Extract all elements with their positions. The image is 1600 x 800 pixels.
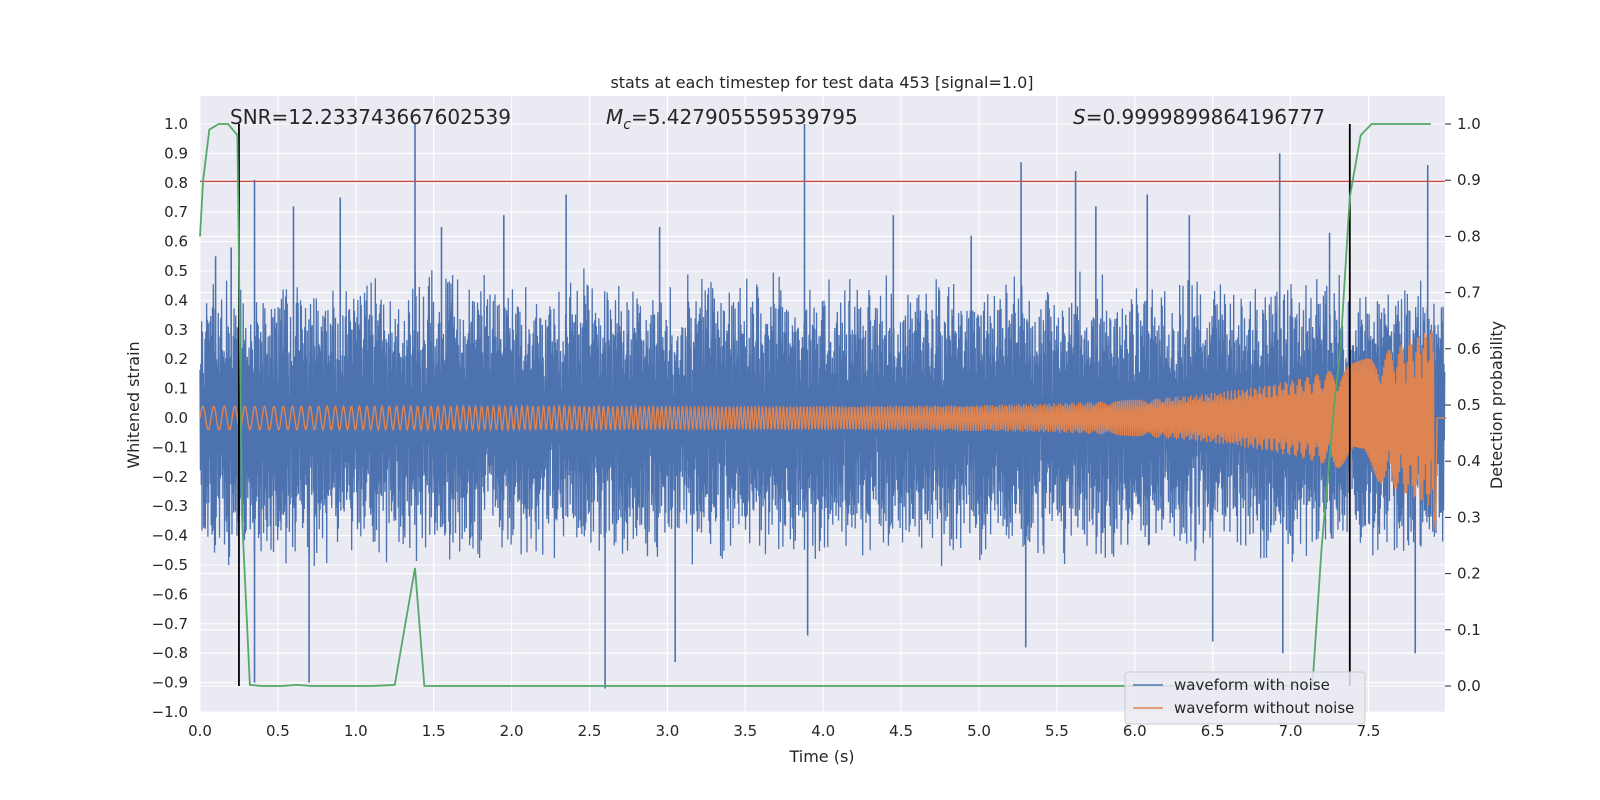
score-symbol: S xyxy=(1073,105,1086,129)
y-tick-label: −0.7 xyxy=(152,615,188,633)
x-tick-label: 0.5 xyxy=(266,722,290,740)
x-tick-label: 0.0 xyxy=(188,722,212,740)
snr-annotation: SNR=12.233743667602539 xyxy=(230,105,511,129)
tick-labels: 0.0 0.5 1.0 1.5 2.0 2.5 3.0 3.5 4.0 4.5 5.0 5.5 6.0 6… xyxy=(152,115,1481,740)
chirp-mass-subscript: c xyxy=(623,117,631,133)
y2-tick-label: 0.7 xyxy=(1457,284,1481,302)
y2-tick-label: 0.2 xyxy=(1457,565,1481,583)
chart-title: stats at each timestep for test data 453… xyxy=(610,73,1033,92)
x-tick-label: 1.5 xyxy=(422,722,446,740)
y2-tick-label: 0.3 xyxy=(1457,508,1481,526)
detection-probability-line xyxy=(199,123,1431,687)
chirp-mass-symbol: M xyxy=(606,105,623,129)
y-tick-label: −0.2 xyxy=(152,468,188,486)
y-tick-label: 0.7 xyxy=(164,203,188,221)
x-tick-label: 7.5 xyxy=(1357,722,1381,740)
x-tick-label: 5.5 xyxy=(1045,722,1069,740)
y2-tick-label: 0.9 xyxy=(1457,171,1481,189)
y-tick-label: −0.9 xyxy=(152,674,188,692)
y2-tick-label: 1.0 xyxy=(1457,115,1481,133)
y-tick-label: 0.8 xyxy=(164,174,188,192)
y2-tick-label: 0.0 xyxy=(1457,677,1481,695)
y-tick-label: 0.1 xyxy=(164,380,188,398)
x-tick-label: 7.0 xyxy=(1279,722,1303,740)
y-axis-title: Whitened strain xyxy=(124,341,143,468)
x-tick-label: 2.0 xyxy=(500,722,524,740)
x-tick-label: 6.0 xyxy=(1123,722,1147,740)
y-tick-label: −0.6 xyxy=(152,585,188,603)
chirp-mass-annotation: Mc=5.427905559539795 xyxy=(606,105,858,133)
noise-trace xyxy=(199,268,1446,567)
y-tick-label: 0.6 xyxy=(164,233,188,251)
y-tick-label: −0.8 xyxy=(152,644,188,662)
x-tick-label: 2.5 xyxy=(578,722,602,740)
y-tick-label: −0.4 xyxy=(152,527,188,545)
x-tick-label: 3.0 xyxy=(655,722,679,740)
legend-label-noise: waveform with noise xyxy=(1174,676,1330,694)
waveform-without-noise-series xyxy=(199,329,1447,530)
x-tick-label: 5.0 xyxy=(967,722,991,740)
y-tick-label: 0.2 xyxy=(164,350,188,368)
y-tick-label: −0.1 xyxy=(152,438,188,456)
y2-axis-title: Detection probability xyxy=(1487,321,1506,489)
legend-box xyxy=(1124,671,1366,725)
x-axis-title: Time (s) xyxy=(788,747,854,766)
y2-tick-label: 0.4 xyxy=(1457,452,1481,470)
score-annotation: S=0.9999899864196777 xyxy=(1073,105,1325,129)
y-tick-label: 1.0 xyxy=(164,115,188,133)
y-tick-label: −1.0 xyxy=(152,703,188,721)
y-tick-label: 0.3 xyxy=(164,321,188,339)
y-tick-label: −0.5 xyxy=(152,556,188,574)
overlay-marks xyxy=(199,123,1445,687)
x-tick-label: 4.0 xyxy=(811,722,835,740)
y-tick-label: 0.5 xyxy=(164,262,188,280)
x-tick-label: 6.5 xyxy=(1201,722,1225,740)
y-tick-label: −0.3 xyxy=(152,497,188,515)
clean-trace xyxy=(199,329,1447,530)
y-tick-label: 0.9 xyxy=(164,144,188,162)
y2-tick-label: 0.8 xyxy=(1457,227,1481,245)
x-tick-label: 3.5 xyxy=(733,722,757,740)
chirp-mass-value: =5.427905559539795 xyxy=(631,105,858,129)
x-tick-label: 1.0 xyxy=(344,722,368,740)
score-value: =0.9999899864196777 xyxy=(1086,105,1325,129)
y-tick-label: 0.4 xyxy=(164,291,188,309)
y2-tick-label: 0.5 xyxy=(1457,396,1481,414)
y-tick-label: 0.0 xyxy=(164,409,188,427)
x-tick-label: 4.5 xyxy=(889,722,913,740)
legend-label-clean: waveform without noise xyxy=(1174,699,1354,717)
y2-tick-label: 0.1 xyxy=(1457,621,1481,639)
y2-tick-label: 0.6 xyxy=(1457,340,1481,358)
legend: waveform with noise waveform without noi… xyxy=(1124,671,1366,725)
